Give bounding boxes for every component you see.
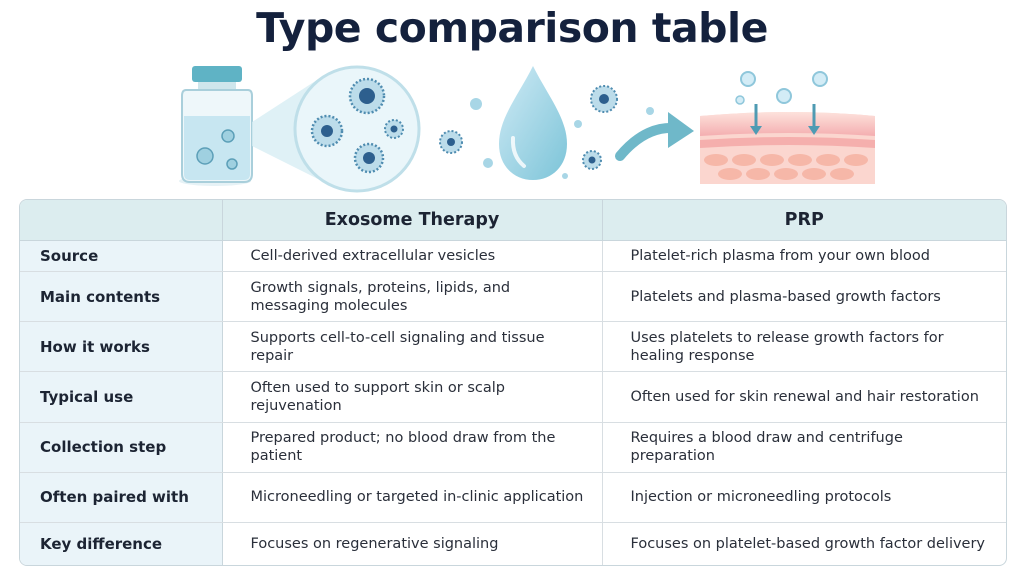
table-row: Source Cell-derived extracellular vesicl… [20,240,1006,273]
prp-cell: Often used for skin renewal and hair res… [601,371,1006,423]
exosome-cell: Often used to support skin or scalp reju… [222,371,602,423]
table-row: Key difference Focuses on regenerative s… [20,522,1006,565]
exosome-cell: Focuses on regenerative signaling [250,535,499,552]
table-row: Main contents Growth signals, proteins, … [20,271,1006,323]
row-label: Typical use [20,371,223,423]
vial-icon [179,66,253,186]
comparison-table: Exosome Therapy PRP Source Cell-derived … [19,199,1007,566]
row-label: Main contents [20,271,223,323]
header-exosome-therapy: Exosome Therapy [221,200,602,241]
prp-cell: Injection or microneedling protocols [601,472,1006,523]
table-row: Typical use Often used to support skin o… [20,371,1006,423]
prp-cell: Requires a blood draw and centrifuge pre… [601,422,1006,473]
row-label: Key difference [20,522,223,565]
exosome-cell: Microneedling or targeted in-clinic appl… [222,472,602,523]
exosome-cell: Cell-derived extracellular vesicles [222,240,602,273]
table-row: How it works Supports cell-to-cell signa… [20,321,1006,373]
arrow-icon [615,112,694,161]
row-label: How it works [20,321,223,373]
table-row: Often paired with Microneedling or targe… [20,472,1006,523]
exosome-cell: Supports cell-to-cell signaling and tiss… [222,321,602,373]
illustration [179,65,875,193]
prp-cell: Uses platelets to release growth factors… [601,321,1006,373]
droplet-icon [499,66,567,180]
row-label: Collection step [20,422,223,473]
header-empty [20,200,222,241]
row-label: Source [20,240,223,273]
exosome-cell: Growth signals, proteins, lipids, and me… [222,271,602,323]
skin-layers-icon [700,71,875,184]
page-title: Type comparison table [256,4,768,52]
magnified-exosomes-icon [293,65,421,193]
table-header-row: Exosome Therapy PRP [20,200,1006,241]
table-row: Collection step Prepared product; no blo… [20,422,1006,473]
prp-cell: Focuses on platelet-based growth factor … [601,522,1006,565]
header-prp: PRP [601,200,1006,241]
prp-cell: Platelets and plasma-based growth factor… [601,271,1006,323]
row-label: Often paired with [20,472,223,523]
prp-cell: Platelet-rich plasma from your own blood [601,240,1006,273]
exosome-cell: Prepared product; no blood draw from the… [222,422,602,473]
